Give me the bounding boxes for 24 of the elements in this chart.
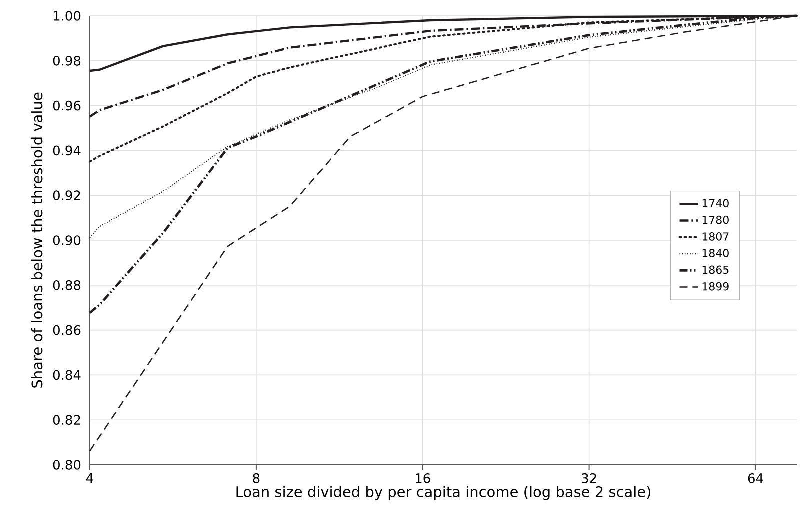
x-tick-label: 16 xyxy=(416,474,430,484)
y-tick-label: 0.98 xyxy=(53,56,81,66)
legend-label: 1840 xyxy=(702,249,729,258)
x-tick-label: 64 xyxy=(748,474,764,484)
y-axis-title: Share of loans below the threshold value xyxy=(31,92,43,388)
y-tick-label: 0.90 xyxy=(53,236,81,246)
legend-label: 1740 xyxy=(702,199,729,208)
y-tick-label: 0.82 xyxy=(53,415,80,426)
y-tick-label: 0.96 xyxy=(53,100,81,111)
legend-label: 1780 xyxy=(702,216,729,224)
x-tick-label: 32 xyxy=(582,474,596,484)
y-tick-label: 0.86 xyxy=(53,325,81,336)
legend-label: 1807 xyxy=(702,232,729,241)
x-tick-label: 4 xyxy=(86,474,94,483)
legend-label: 1865 xyxy=(702,266,729,274)
x-tick-label: 8 xyxy=(253,474,260,484)
y-tick-label: 0.92 xyxy=(53,190,80,201)
y-tick-label: 0.80 xyxy=(53,460,81,470)
y-tick-label: 0.84 xyxy=(53,370,81,380)
y-tick-label: 1.00 xyxy=(54,11,81,21)
legend-label: 1899 xyxy=(702,282,729,291)
y-tick-label: 0.94 xyxy=(53,146,81,156)
y-tick-label: 0.88 xyxy=(53,280,81,290)
x-axis-title: Loan size divided by per capita income (log base 2 scale) xyxy=(236,486,650,500)
